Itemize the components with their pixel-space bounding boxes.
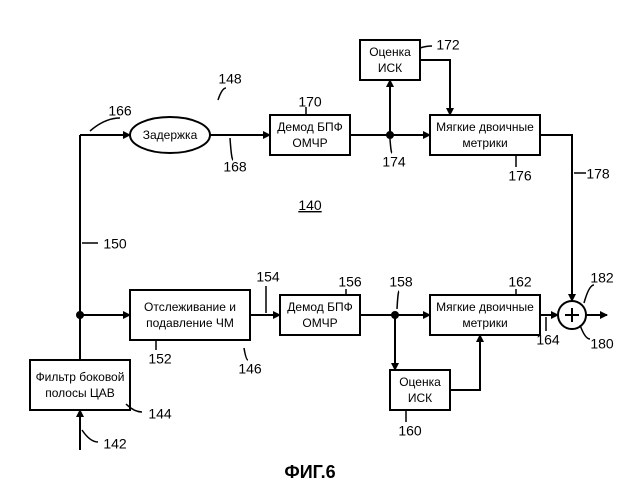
est-top-label-1: Оценка <box>369 45 411 59</box>
est-bot-label-1: Оценка <box>399 375 441 389</box>
est-bot-label-2: ИСК <box>408 391 432 405</box>
ref-154: 154 <box>256 269 280 285</box>
ref-144: 144 <box>148 406 172 422</box>
reference-numbers: 142 144 150 166 148 168 170 172 174 176 178 152 154 1… <box>103 37 614 452</box>
ref-150: 150 <box>103 236 127 252</box>
ref-162: 162 <box>508 274 532 290</box>
metrics-top-block: Мягкие двоичные метрики <box>430 115 540 155</box>
demod-top-block: Демод БПФ ОМЧР <box>270 115 350 155</box>
demod-top-label-2: ОМЧР <box>292 136 327 150</box>
delay-block: Задержка <box>130 117 210 153</box>
ref-156: 156 <box>338 274 362 290</box>
summing-node <box>558 301 586 329</box>
ref-164: 164 <box>536 332 560 348</box>
est-top-label-2: ИСК <box>378 61 402 75</box>
delay-label: Задержка <box>143 128 198 142</box>
ref-148: 148 <box>218 71 242 87</box>
track-block: Отслеживание и подавление ЧМ <box>130 290 250 340</box>
ref-170: 170 <box>298 94 322 110</box>
filter-label-2: полосы ЦАВ <box>45 386 115 400</box>
est-bot-block: Оценка ИСК <box>390 370 450 410</box>
leader-lines <box>82 46 594 442</box>
filter-block: Фильтр боковой полосы ЦАВ <box>30 360 130 410</box>
figure-label: ФИГ.6 <box>284 462 335 482</box>
est-top-block: Оценка ИСК <box>360 40 420 80</box>
ref-146: 146 <box>238 361 262 377</box>
demod-bot-label-2: ОМЧР <box>302 316 337 330</box>
demod-bot-label-1: Демод БПФ <box>287 300 352 314</box>
metrics-top-label-1: Мягкие двоичные <box>436 120 534 134</box>
ref-174: 174 <box>382 154 406 170</box>
metrics-bot-block: Мягкие двоичные метрики <box>430 295 540 335</box>
ref-178: 178 <box>586 166 610 182</box>
ref-160: 160 <box>398 423 422 439</box>
ref-142: 142 <box>103 436 127 452</box>
track-label-1: Отслеживание и <box>144 300 236 314</box>
ref-182: 182 <box>590 270 614 286</box>
track-label-2: подавление ЧМ <box>146 316 234 330</box>
ref-180: 180 <box>590 336 614 352</box>
metrics-bot-label-1: Мягкие двоичные <box>436 300 534 314</box>
filter-label-1: Фильтр боковой <box>36 370 125 384</box>
demod-top-label-1: Демод БПФ <box>277 120 342 134</box>
metrics-bot-label-2: метрики <box>462 316 507 330</box>
ref-176: 176 <box>508 168 532 184</box>
ref-172: 172 <box>436 37 460 53</box>
ref-168: 168 <box>223 159 247 175</box>
demod-bot-block: Демод БПФ ОМЧР <box>280 295 360 335</box>
metrics-top-label-2: метрики <box>462 136 507 150</box>
diagram-canvas: Фильтр боковой полосы ЦАВ Задержка Демод… <box>0 0 617 500</box>
ref-166: 166 <box>108 103 132 119</box>
ref-152: 152 <box>148 351 172 367</box>
ref-140: 140 <box>298 197 322 213</box>
ref-158: 158 <box>389 274 413 290</box>
